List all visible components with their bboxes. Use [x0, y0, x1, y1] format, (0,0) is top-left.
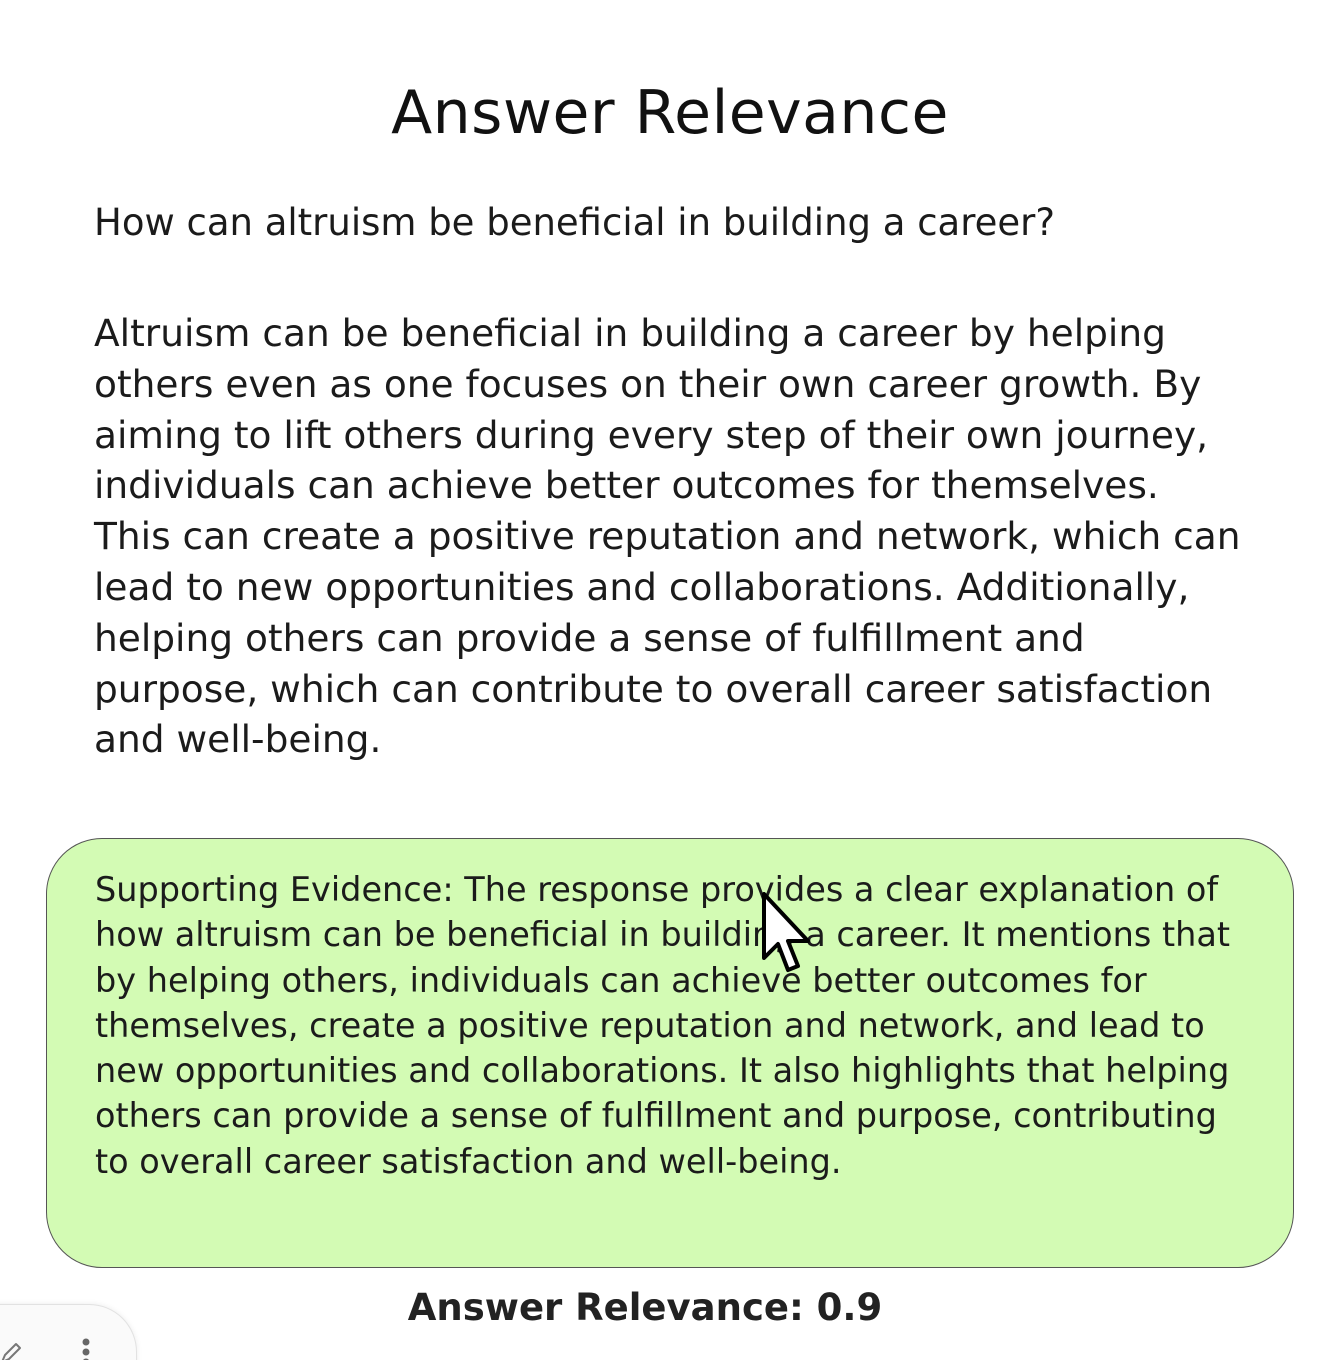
- answer-relevance-score: Answer Relevance: 0.9: [0, 1286, 1290, 1329]
- question-text: How can altruism be beneficial in buildi…: [94, 201, 1055, 244]
- supporting-evidence-box: Supporting Evidence: The response provid…: [46, 838, 1294, 1268]
- pencil-icon[interactable]: [0, 1341, 23, 1360]
- floating-toolbar[interactable]: [0, 1304, 137, 1360]
- score-value: 0.9: [816, 1286, 883, 1329]
- vertical-dots-icon[interactable]: [81, 1337, 91, 1360]
- answer-text: Altruism can be beneficial in building a…: [94, 311, 1241, 762]
- score-label: Answer Relevance:: [407, 1286, 804, 1329]
- supporting-evidence-text: Supporting Evidence: The response provid…: [95, 870, 1231, 1181]
- page-title: Answer Relevance: [391, 78, 949, 148]
